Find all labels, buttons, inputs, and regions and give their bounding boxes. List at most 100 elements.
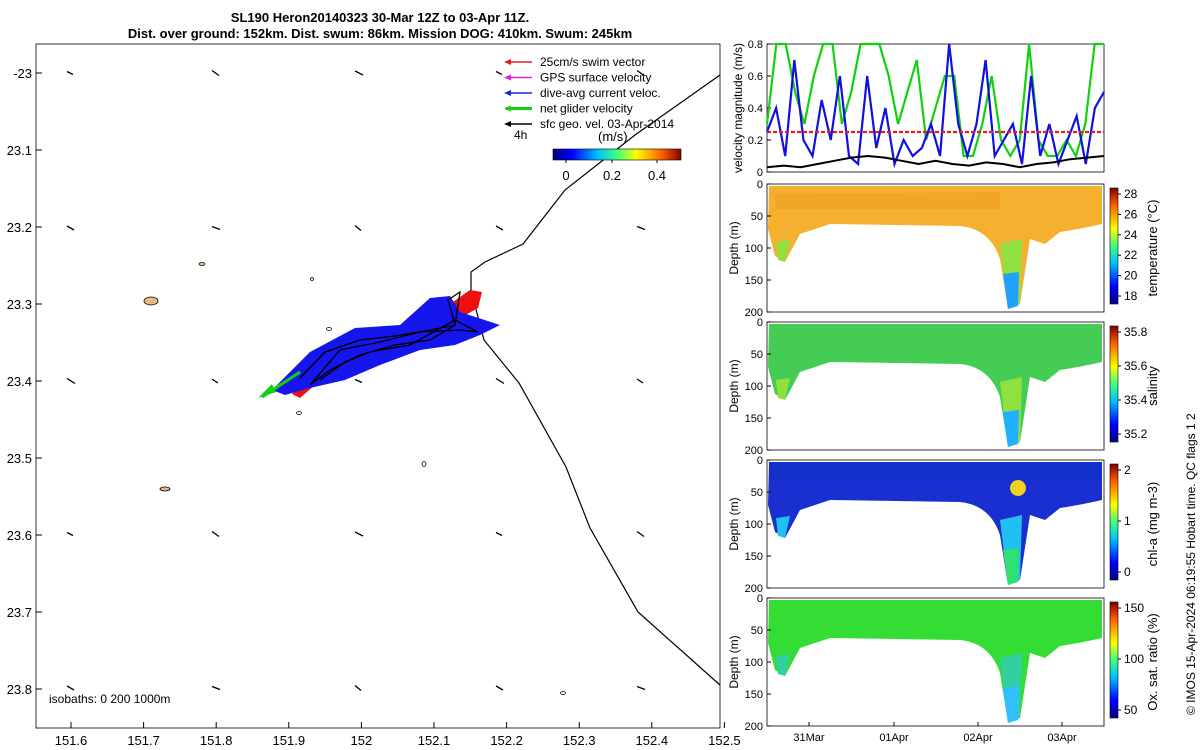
section-colorbar-tick-label: 18 — [1124, 289, 1138, 303]
map-x-tick-label: 152.4 — [636, 733, 669, 748]
colorbar-unit: (m/s) — [598, 129, 628, 144]
section-y-tick-label: 100 — [745, 381, 763, 393]
section-colorbar — [1109, 601, 1119, 719]
section-colorbar-tick-label: 26 — [1124, 207, 1138, 221]
section-y-tick-label: 150 — [745, 275, 763, 287]
legend-label: 25cm/s swim vector — [540, 55, 645, 69]
section-y-tick-label: 100 — [745, 519, 763, 531]
reef-contour — [560, 691, 566, 695]
section-colorbar-tick-label: 22 — [1124, 248, 1138, 262]
legend-arrowhead — [504, 74, 511, 81]
reef-contour — [326, 327, 332, 331]
section-colorbar — [1109, 187, 1119, 305]
section-y-tick-label: 0 — [757, 179, 763, 191]
section-data-field — [768, 462, 1102, 585]
geo-arrow — [495, 685, 504, 691]
colorbar-tick-label: 0.4 — [648, 168, 666, 183]
map-x-tick-label: 151.6 — [55, 733, 88, 748]
isobaths-label: isobaths: 0 200 1000m — [49, 692, 170, 706]
section-colorbar-tick-label: 20 — [1124, 269, 1138, 283]
section-feature — [769, 462, 1102, 480]
section-y-tick-label: 150 — [745, 551, 763, 563]
section-colorbar-label: salinity — [1145, 366, 1160, 406]
map-y-tick-label: 23.7 — [7, 605, 32, 620]
geo-arrow — [211, 378, 219, 384]
legend-label: net glider velocity — [540, 102, 633, 116]
section-feature — [776, 654, 790, 676]
section-ylabel: Depth (m) — [727, 221, 741, 274]
velocity-y-tick-label: 0 — [757, 167, 763, 179]
reef-contour — [310, 277, 314, 281]
glider-track — [258, 290, 500, 399]
section-data-field — [768, 324, 1102, 447]
section-feature — [1003, 548, 1019, 585]
section-y-tick-label: 50 — [751, 211, 763, 223]
geo-arrow — [636, 225, 646, 231]
speed-colorbar — [552, 148, 682, 161]
map-x-tick-label: 151.9 — [273, 733, 306, 748]
section-x-tick-label: 03Apr — [1047, 732, 1077, 744]
net-velocity-arrowhead — [258, 384, 276, 398]
legend-arrowhead — [504, 105, 511, 112]
velocity-ylabel: velocity magnitude (m/s) — [731, 43, 745, 173]
geo-arrow — [211, 530, 220, 538]
map-y-axis: -23 23.1 23.2 23.3 23.4 23.5 23.6 23.7 23.8 — [7, 66, 42, 697]
speed-colorbar-ticks: 0 0.2 0.4 — [562, 160, 666, 183]
velocity-series-line — [765, 43, 1105, 169]
map-y-tick-label: 23.4 — [7, 374, 32, 389]
reef-island — [159, 486, 171, 492]
section-ylabel: Depth (m) — [727, 635, 741, 688]
geo-arrow — [211, 225, 221, 231]
geo-arrow — [636, 378, 644, 384]
map-x-tick-label: 152.5 — [708, 733, 741, 748]
velocity-y-tick-label: 0.4 — [748, 103, 763, 115]
map-axes-frame — [35, 43, 721, 729]
section-y-tick-label: 50 — [751, 349, 763, 361]
legend-arrowhead — [504, 90, 511, 96]
track-line — [299, 290, 479, 386]
figure-title-line1: SL190 Heron20140323 30-Mar 12Z to 03-Apr… — [230, 10, 530, 25]
section-y-tick-label: 50 — [751, 487, 763, 499]
section-y-tick-label: 0 — [757, 593, 763, 605]
section-feature — [775, 192, 1000, 209]
section-colorbar-tick-label: 35.6 — [1124, 359, 1148, 373]
map-y-tick-label: 23.2 — [7, 220, 32, 235]
section-feature — [776, 378, 790, 400]
reef-island — [198, 262, 206, 266]
section-x-tick-label: 02Apr — [963, 732, 993, 744]
geo-arrow — [66, 685, 75, 691]
section-ylabel: Depth (m) — [727, 497, 741, 550]
geo-velocity-arrows — [66, 69, 646, 691]
geo-arrow — [354, 225, 362, 231]
geo-arrow — [211, 69, 220, 77]
geo-arrow — [495, 531, 503, 537]
geo-arrow — [354, 378, 363, 384]
section-colorbar-tick-label: 35.8 — [1124, 325, 1148, 339]
section-y-tick-label: 100 — [745, 657, 763, 669]
section-colorbar-tick-label: 28 — [1124, 187, 1138, 201]
isobath-1000m-line — [470, 74, 721, 686]
section-y-tick-label: 200 — [745, 445, 763, 457]
map-y-tick-label: 23.6 — [7, 528, 32, 543]
section-y-tick-label: 100 — [745, 243, 763, 255]
section-y-tick-label: 200 — [745, 583, 763, 595]
section-colorbar-tick-label: 2 — [1124, 463, 1131, 477]
colorbar-tick-label: 0.2 — [603, 168, 621, 183]
velocity-series-line — [766, 154, 1105, 169]
legend-4h: 4h — [514, 128, 527, 142]
map-x-tick-label: 152.2 — [490, 733, 523, 748]
section-colorbar-tick-label: 50 — [1124, 703, 1138, 717]
section-feature — [1010, 480, 1026, 496]
section-ylabel: Depth (m) — [727, 359, 741, 412]
map-y-tick-label: 23.1 — [7, 143, 32, 158]
velocity-y-tick-label: 0.8 — [748, 39, 763, 51]
geo-arrow — [636, 69, 645, 77]
geo-arrow — [66, 531, 74, 537]
section-y-tick-label: 0 — [757, 317, 763, 329]
map-y-tick-label: 23.5 — [7, 451, 32, 466]
section-data-field — [768, 600, 1102, 723]
map-x-tick-label: 152 — [351, 733, 373, 748]
section-colorbar-label: temperature (°C) — [1145, 200, 1160, 297]
legend-arrowhead — [504, 121, 511, 127]
